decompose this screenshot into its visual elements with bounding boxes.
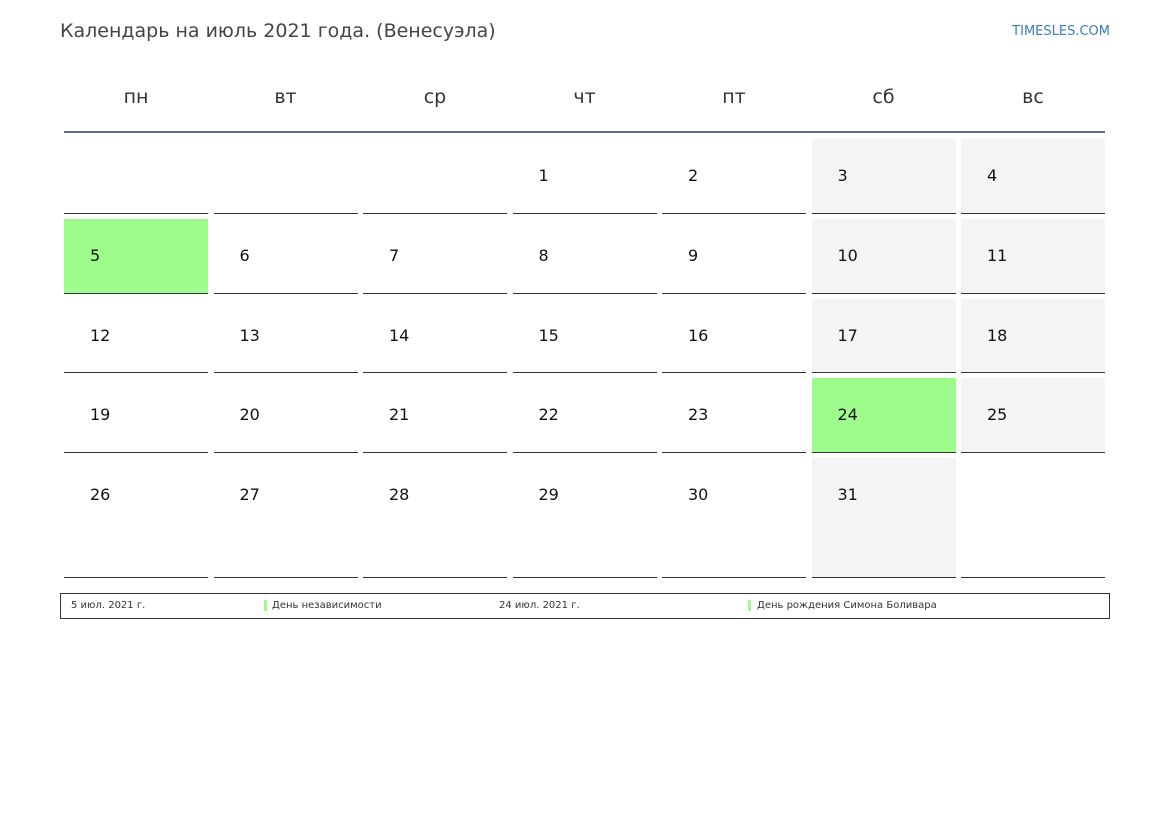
day-number: 21 (389, 405, 410, 424)
day-number: 2 (688, 166, 699, 185)
weekday: сб (872, 86, 895, 108)
day-cell: 6 (213, 219, 358, 294)
day-cell: 28 (363, 458, 507, 578)
day-number: 31 (837, 485, 858, 504)
day-cell: 20 (213, 378, 358, 453)
day-cell: 14 (363, 299, 507, 373)
site-link[interactable]: TIMESLES.COM (1012, 24, 1110, 39)
day-number: 6 (239, 246, 250, 265)
day-cell: 11 (961, 219, 1105, 294)
day-number: 13 (239, 326, 260, 345)
day-number: 7 (389, 246, 400, 265)
day-cell: 13 (213, 299, 358, 373)
weekday: пт (722, 86, 746, 108)
day-cell: 15 (512, 299, 657, 373)
day-cell: 10 (811, 219, 956, 294)
weekday: чт (573, 86, 596, 108)
day-number: 16 (688, 326, 709, 345)
day-cell: 29 (512, 458, 657, 578)
day-number: 26 (90, 485, 111, 504)
day-number: 5 (90, 246, 101, 265)
day-number: 3 (837, 166, 848, 185)
day-cell: 26 (64, 458, 208, 578)
day-number: 15 (538, 326, 559, 345)
day-number: 10 (837, 246, 858, 265)
day-cell (64, 139, 208, 214)
day-cell: 9 (662, 219, 806, 294)
day-cell: 17 (811, 299, 956, 373)
weekday: вс (1022, 86, 1044, 108)
day-cell: 8 (512, 219, 657, 294)
day-number: 23 (688, 405, 709, 424)
weekday: вт (274, 86, 297, 108)
day-cell: 21 (363, 378, 507, 453)
day-cell: 7 (363, 219, 507, 294)
weekday: ср (423, 86, 447, 108)
day-number: 9 (688, 246, 699, 265)
day-cell (961, 458, 1105, 578)
day-number: 24 (837, 405, 858, 424)
day-cell: 30 (662, 458, 806, 578)
day-cell: 5 (64, 219, 208, 294)
holiday-date: 24 июл. 2021 г. (499, 600, 580, 611)
day-number: 17 (837, 326, 858, 345)
day-cell: 27 (213, 458, 358, 578)
day-cell: 24 (811, 378, 956, 453)
holiday-marker (264, 600, 267, 611)
day-number: 8 (538, 246, 549, 265)
day-cell: 22 (512, 378, 657, 453)
day-cell: 4 (961, 139, 1105, 214)
day-number: 11 (987, 246, 1008, 265)
day-number: 18 (987, 326, 1008, 345)
day-cell: 31 (811, 458, 956, 578)
day-number: 12 (90, 326, 111, 345)
day-number: 27 (239, 485, 260, 504)
day-cell: 25 (961, 378, 1105, 453)
holiday-name: День независимости (272, 600, 382, 611)
day-cell: 18 (961, 299, 1105, 373)
day-cell: 23 (662, 378, 806, 453)
holiday-name: День рождения Симона Боливара (757, 600, 937, 611)
day-number: 30 (688, 485, 709, 504)
legend: 5 июл. 2021 г. День независимости 24 июл. … (60, 593, 1110, 619)
day-number: 29 (538, 485, 559, 504)
day-number: 22 (538, 405, 559, 424)
day-number: 1 (538, 166, 549, 185)
day-cell (213, 139, 358, 214)
day-number: 28 (389, 485, 410, 504)
day-number: 20 (239, 405, 260, 424)
holiday-date: 5 июл. 2021 г. (71, 600, 146, 611)
holiday-marker (748, 600, 751, 611)
day-cell: 16 (662, 299, 806, 373)
weekday: пн (123, 86, 149, 108)
header-rule (64, 131, 1105, 133)
day-number: 19 (90, 405, 111, 424)
day-number: 4 (987, 166, 998, 185)
day-number: 14 (389, 326, 410, 345)
day-cell: 2 (662, 139, 806, 214)
day-cell (363, 139, 507, 214)
day-cell: 19 (64, 378, 208, 453)
day-cell: 1 (512, 139, 657, 214)
day-cell: 12 (64, 299, 208, 373)
title: Календарь на июль 2021 года. (Венесуэла) (60, 20, 496, 42)
day-cell: 3 (811, 139, 956, 214)
day-number: 25 (987, 405, 1008, 424)
